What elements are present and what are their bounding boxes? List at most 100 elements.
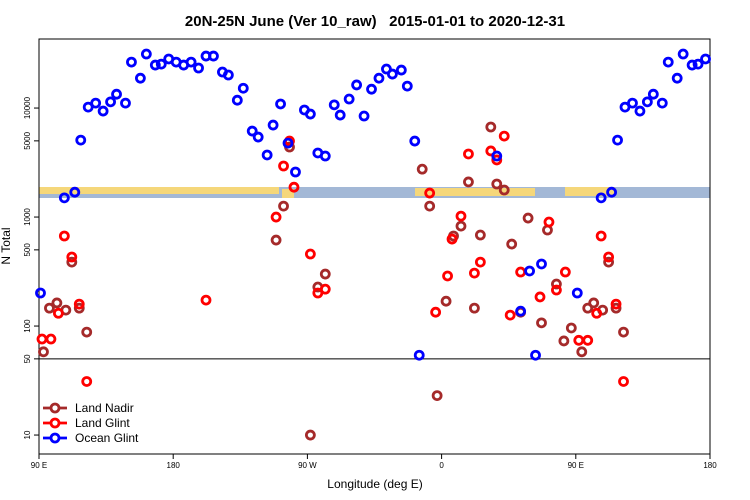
point	[474, 229, 486, 241]
point	[44, 302, 55, 314]
point	[304, 248, 316, 260]
point	[69, 186, 81, 198]
point	[536, 258, 547, 270]
point	[634, 105, 646, 117]
point	[409, 135, 421, 147]
point	[485, 145, 497, 157]
land-strip	[282, 189, 294, 198]
point	[358, 110, 370, 122]
series	[38, 121, 629, 441]
point	[401, 80, 413, 92]
point	[463, 176, 474, 188]
point	[469, 267, 480, 279]
point	[52, 307, 64, 319]
point	[73, 302, 85, 314]
chart-title: 20N-25N June (Ver 10_raw) 2015-01-01 to …	[185, 13, 565, 30]
point	[576, 346, 588, 358]
point	[485, 121, 497, 133]
point	[551, 284, 562, 296]
point	[424, 200, 436, 212]
point	[588, 297, 600, 309]
point	[246, 125, 258, 137]
point	[551, 278, 562, 290]
point	[231, 94, 243, 106]
point	[328, 99, 340, 111]
point	[641, 96, 653, 108]
y-tick-label: 50	[23, 354, 32, 363]
point	[278, 200, 289, 212]
point	[134, 72, 146, 84]
point	[149, 59, 161, 71]
point	[469, 302, 480, 314]
point	[524, 265, 535, 277]
point	[671, 72, 683, 84]
point	[612, 134, 623, 146]
point	[267, 119, 279, 131]
point	[582, 302, 594, 314]
point	[610, 298, 622, 310]
point	[66, 256, 78, 268]
x-tick-label: 90 W	[298, 461, 317, 470]
y-axis-label: N Total	[0, 227, 13, 264]
point	[38, 346, 49, 358]
point	[618, 376, 629, 387]
point	[90, 97, 102, 109]
point	[498, 184, 510, 196]
point	[595, 192, 607, 204]
point	[558, 335, 570, 347]
point	[455, 210, 467, 222]
land-strip	[415, 188, 535, 196]
point	[491, 150, 503, 162]
point	[304, 108, 316, 120]
point	[474, 256, 486, 268]
y-tick-label: 100	[23, 319, 32, 333]
y-tick-label: 10	[23, 430, 32, 439]
point	[140, 48, 152, 60]
point	[366, 83, 377, 95]
point	[530, 349, 541, 361]
point	[463, 148, 474, 160]
land-strip	[565, 187, 615, 196]
x-tick-label: 90 E	[31, 461, 47, 470]
point	[559, 266, 571, 278]
point	[81, 326, 93, 338]
point	[662, 56, 674, 68]
point	[155, 58, 167, 70]
point	[373, 72, 385, 84]
point	[66, 251, 78, 263]
y-tick-label: 500	[23, 243, 32, 257]
land-strip	[39, 187, 279, 194]
x-tick-label: 180	[703, 461, 717, 470]
point	[270, 211, 282, 223]
point	[603, 256, 615, 268]
point	[200, 294, 212, 306]
point	[430, 306, 442, 318]
legend-marker	[49, 417, 61, 429]
point	[290, 166, 301, 178]
legend-marker	[49, 402, 61, 414]
point	[610, 302, 622, 314]
point	[282, 137, 294, 149]
plot-frame	[38, 38, 711, 455]
point	[515, 305, 527, 317]
point	[506, 238, 518, 250]
point	[498, 130, 510, 142]
point	[386, 68, 398, 80]
point	[413, 349, 425, 361]
point	[442, 270, 453, 282]
point	[126, 56, 137, 68]
point	[700, 53, 711, 65]
legend-marker	[49, 432, 61, 444]
point	[45, 333, 57, 345]
point	[304, 429, 316, 441]
y-tick-label: 10000	[23, 96, 32, 119]
x-axis-label: Longitude (deg E)	[327, 477, 422, 491]
point	[606, 186, 617, 198]
point	[656, 97, 668, 109]
point	[595, 230, 607, 242]
legend-label: Ocean Glint	[75, 431, 139, 445]
point	[81, 376, 93, 387]
y-tick-label: 5000	[23, 131, 32, 149]
